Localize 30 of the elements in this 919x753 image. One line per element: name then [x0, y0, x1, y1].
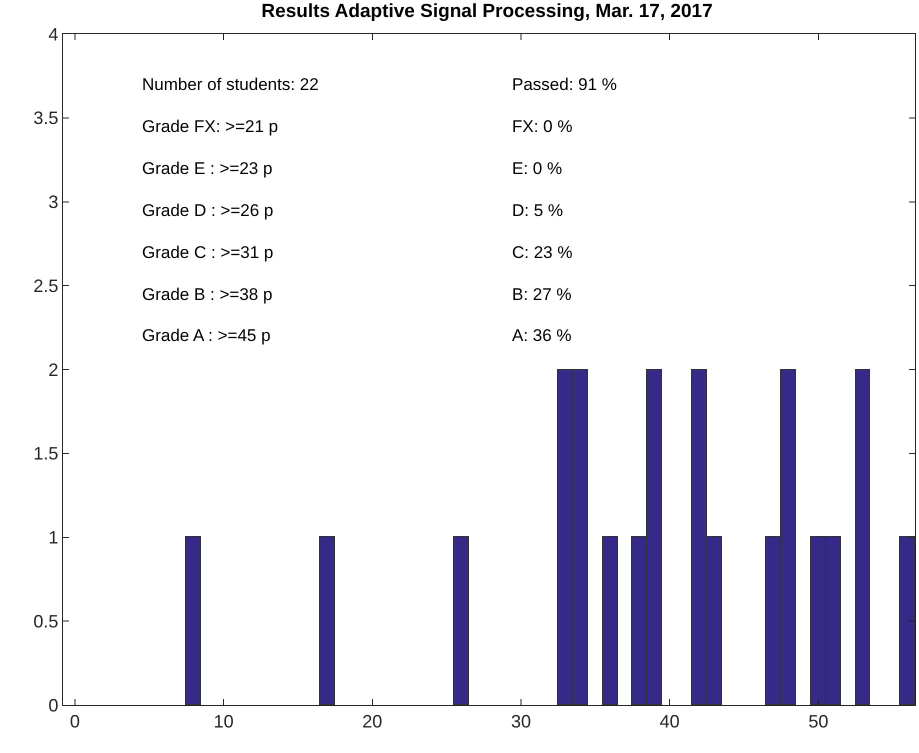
- annotation: C: 23 %: [512, 243, 572, 262]
- annotation: Passed: 91 %: [512, 75, 617, 94]
- annotation: Grade FX: >=21 p: [142, 117, 278, 136]
- annotation: Grade A : >=45 p: [142, 326, 271, 345]
- annotation: Number of students: 22: [142, 75, 319, 94]
- annotation: Grade E : >=23 p: [142, 159, 272, 178]
- y-tick-label: 2.5: [33, 276, 58, 296]
- annotation: FX: 0 %: [512, 117, 572, 136]
- annotation: Grade B : >=38 p: [142, 285, 272, 304]
- x-tick-label: 20: [362, 712, 382, 732]
- x-tick-label: 50: [808, 712, 828, 732]
- x-tick-label: 10: [214, 712, 234, 732]
- annotation: A: 36 %: [512, 326, 572, 345]
- annotation: Grade D : >=26 p: [142, 201, 274, 220]
- annotation: Grade C : >=31 p: [142, 243, 274, 262]
- chart-title: Results Adaptive Signal Processing, Mar. 17, 2017: [261, 1, 713, 22]
- y-tick-label: 3: [48, 192, 58, 212]
- x-tick-label: 30: [510, 712, 531, 732]
- x-tick-label: 40: [660, 712, 680, 732]
- y-tick-label: 2: [48, 360, 58, 380]
- annotation: E: 0 %: [512, 159, 562, 178]
- annotation: B: 27 %: [512, 285, 572, 304]
- y-tick-label: 3.5: [33, 108, 58, 128]
- y-tick-label: 4: [48, 24, 58, 44]
- y-tick-label: 0: [48, 695, 58, 716]
- y-tick-label: 1.5: [33, 444, 58, 464]
- y-tick-label: 0.5: [33, 611, 58, 632]
- y-tick-label: 1: [48, 528, 58, 548]
- annotation: D: 5 %: [512, 201, 564, 220]
- x-tick-label: 0: [70, 712, 80, 732]
